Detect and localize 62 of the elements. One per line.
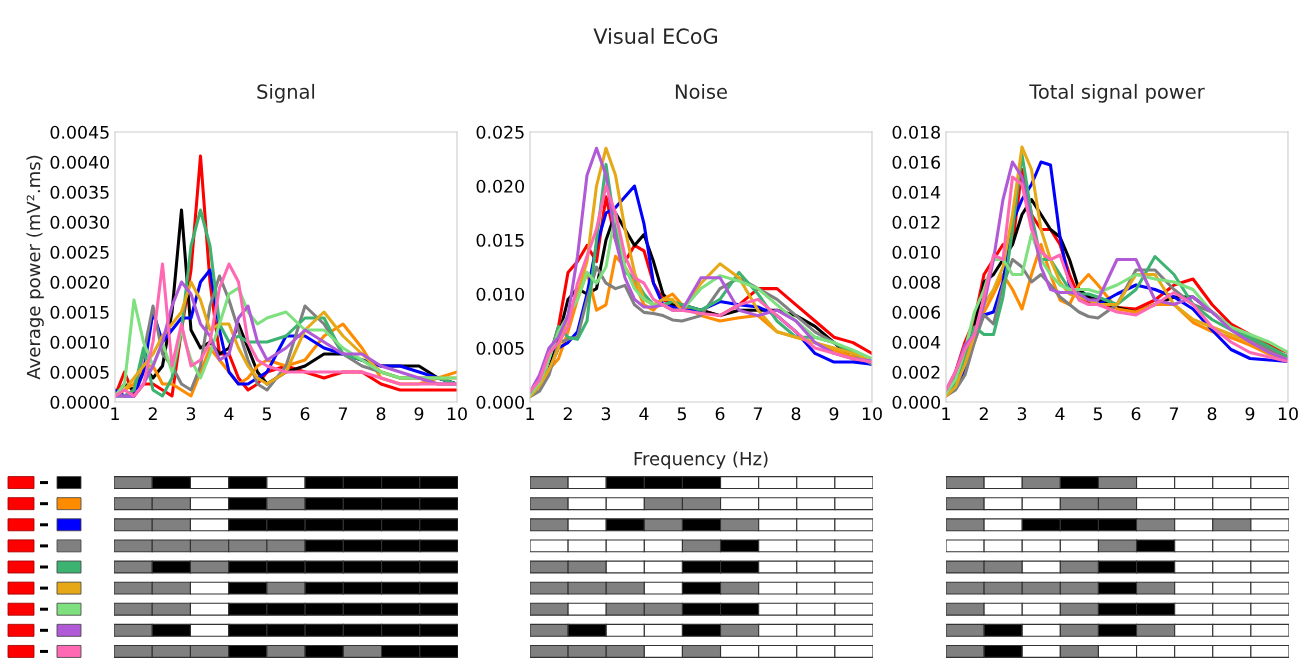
- y-axis-title: Average power (mV².ms): [26, 155, 44, 380]
- x-tick-label: 5: [1093, 407, 1103, 421]
- y-tick-label: 0.010: [476, 287, 524, 301]
- x-tick-label: 7: [753, 407, 763, 421]
- x-tick-label: 6: [715, 407, 725, 421]
- x-tick-label: 8: [791, 407, 801, 421]
- x-tick-label: 2: [979, 407, 988, 421]
- x-tick-label: 1: [111, 407, 119, 421]
- x-tick-label: 2: [563, 407, 572, 421]
- chart-title: Total signal power: [1029, 83, 1205, 103]
- x-tick-label: 1: [942, 407, 950, 421]
- x-axis-title: Frequency (Hz): [634, 451, 768, 469]
- x-tick-label: 10: [447, 407, 467, 421]
- x-tick-label: 9: [829, 407, 839, 421]
- chart-title: Signal: [257, 83, 315, 103]
- x-tick-label: 10: [1278, 407, 1298, 421]
- y-tick-label: 0.0010: [50, 335, 109, 349]
- x-tick-label: 5: [677, 407, 687, 421]
- x-tick-label: 3: [601, 407, 611, 421]
- x-tick-label: 9: [1245, 407, 1255, 421]
- y-tick-label: 0.012: [892, 215, 940, 229]
- x-tick-label: 5: [262, 407, 272, 421]
- x-tick-label: 1: [526, 407, 534, 421]
- x-tick-label: 6: [300, 407, 310, 421]
- x-tick-label: 7: [338, 407, 348, 421]
- y-tick-label: 0.0035: [50, 185, 109, 199]
- x-tick-label: 10: [862, 407, 882, 421]
- y-tick-label: 0.008: [892, 275, 940, 289]
- y-tick-label: 0.016: [892, 155, 941, 169]
- x-tick-label: 6: [1131, 407, 1141, 421]
- x-tick-label: 4: [224, 407, 234, 421]
- y-tick-label: 0.0045: [50, 125, 109, 139]
- y-tick-label: 0.0025: [50, 245, 109, 259]
- y-tick-label: 0.015: [476, 233, 524, 247]
- x-tick-label: 7: [1169, 407, 1179, 421]
- x-tick-label: 3: [1017, 407, 1027, 421]
- x-tick-label: 4: [639, 407, 649, 421]
- y-tick-label: 0.0015: [50, 305, 109, 319]
- y-tick-label: 0.000: [892, 395, 940, 409]
- y-tick-label: 0.0020: [50, 275, 109, 289]
- y-tick-label: 0.010: [892, 245, 940, 259]
- y-tick-label: 0.025: [476, 125, 524, 139]
- y-tick-label: 0.0040: [50, 155, 109, 169]
- x-tick-label: 4: [1055, 407, 1065, 421]
- x-tick-label: 8: [376, 407, 386, 421]
- y-tick-label: 0.0000: [50, 395, 109, 409]
- x-tick-label: 3: [186, 407, 196, 421]
- y-tick-label: 0.020: [476, 179, 524, 193]
- y-tick-label: 0.014: [892, 185, 941, 199]
- y-tick-label: 0.006: [892, 305, 941, 319]
- x-tick-label: 8: [1207, 407, 1217, 421]
- y-tick-label: 0.002: [892, 365, 940, 379]
- x-tick-label: 2: [148, 407, 157, 421]
- y-tick-label: 0.0005: [50, 365, 109, 379]
- y-tick-label: 0.004: [892, 335, 941, 349]
- y-tick-label: 0.0030: [50, 215, 109, 229]
- chart-title: Noise: [675, 83, 727, 99]
- y-tick-label: 0.005: [476, 341, 524, 355]
- x-tick-label: 9: [414, 407, 424, 421]
- text: Visual ECoG: [593, 27, 717, 45]
- y-tick-label: 0.000: [476, 395, 524, 409]
- y-tick-label: 0.018: [892, 125, 940, 139]
